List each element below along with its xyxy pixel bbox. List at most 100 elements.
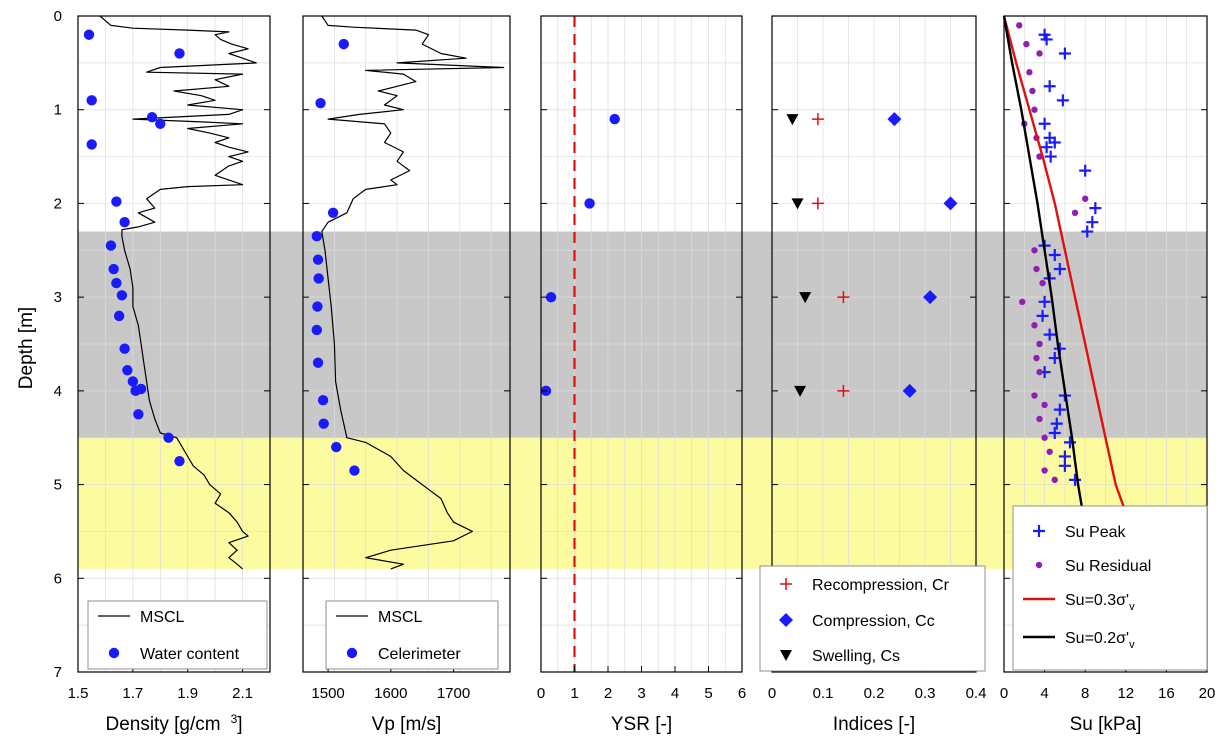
data-point <box>1041 434 1048 441</box>
data-point <box>86 139 97 150</box>
depth-tick-label: 0 <box>54 8 62 25</box>
data-point <box>113 310 125 322</box>
x-tick-label: 16 <box>1158 685 1175 702</box>
legend-marker <box>1033 525 1045 537</box>
data-point <box>318 418 329 429</box>
legend-box <box>325 600 499 670</box>
data-point <box>331 441 342 453</box>
depth-tick-label: 6 <box>54 570 62 587</box>
data-point <box>1036 50 1043 57</box>
data-point <box>146 112 158 123</box>
legend: Su Peak Su Residual Su=0.3σ'v Su=0.2σ'v <box>1012 505 1208 671</box>
x-tick-label: 2.1 <box>232 685 253 702</box>
data-point <box>799 292 812 304</box>
x-tick-label: 0 <box>1000 685 1008 702</box>
data-point <box>327 207 339 218</box>
data-point <box>1058 459 1071 472</box>
data-point <box>1053 263 1066 276</box>
legend-label: Su Residual <box>1065 558 1151 575</box>
stratigraphy-bands <box>78 231 1207 569</box>
plot-frame <box>302 15 511 673</box>
panel-4: 0 0.1 0.2 0.3 0.4 Indices [-] Recompression, C… <box>759 15 986 735</box>
depth-tick-label: 5 <box>54 477 62 494</box>
data-point <box>312 254 324 265</box>
data-point <box>311 231 322 242</box>
depth-tick-label: 7 <box>54 664 62 681</box>
series-line <box>321 15 505 570</box>
legend-marker <box>780 650 792 661</box>
data-point <box>105 240 117 251</box>
data-point <box>1031 247 1038 254</box>
legend-box <box>1012 505 1208 671</box>
legend-box <box>759 565 986 672</box>
data-point <box>811 113 824 126</box>
panel-1: 1.5 1.7 1.9 2.1 Density [g/cm 3] MSCL Water con… <box>68 15 271 735</box>
x-tick-label: 1.7 <box>122 685 143 702</box>
x-tick-label: 0 <box>537 685 545 702</box>
data-point <box>1071 209 1079 216</box>
data-point <box>1056 94 1069 107</box>
data-point <box>1039 279 1046 287</box>
data-point <box>1043 80 1056 93</box>
data-point <box>1051 476 1058 484</box>
data-point <box>887 112 902 127</box>
data-point <box>1036 309 1049 322</box>
panel-2: 1500 1600 1700 Vp [m/s] MSCL Celerimeter <box>302 15 511 735</box>
x-axis-label: Su [kPa] <box>1070 714 1142 735</box>
data-point <box>349 465 360 476</box>
data-point <box>163 432 174 443</box>
data-point <box>1031 106 1038 113</box>
x-axis-label-close: ] <box>237 714 242 735</box>
x-tick-label: 0.3 <box>915 685 936 702</box>
data-point <box>794 385 807 397</box>
data-point <box>1019 298 1026 306</box>
series-line <box>1002 15 1087 527</box>
depth-tick-label: 1 <box>54 102 62 119</box>
depth-profile-panels: 1.5 1.7 1.9 2.1 Density [g/cm 3] MSCL Water con… <box>68 15 1215 735</box>
data-point <box>1041 467 1048 474</box>
legend-marker <box>1035 561 1043 569</box>
data-point <box>943 196 958 211</box>
data-point <box>83 29 95 40</box>
data-point <box>111 277 122 289</box>
legend-marker <box>346 647 358 659</box>
data-point <box>174 48 185 59</box>
x-tick-label: 6 <box>738 685 746 702</box>
data-point <box>1048 427 1061 440</box>
data-point <box>312 301 323 312</box>
x-tick-label: 1700 <box>437 685 470 702</box>
data-point <box>1031 322 1038 329</box>
data-point <box>1081 225 1094 238</box>
depth-axis: Depth [m] 0 1 2 3 4 5 6 7 <box>16 8 62 681</box>
data-point <box>1038 295 1051 308</box>
data-point <box>338 38 349 50</box>
legend-label: MSCL <box>378 609 423 626</box>
legend-label: Water content <box>140 646 240 663</box>
legend-label: Swelling, Cs <box>812 648 900 665</box>
data-point <box>902 383 917 398</box>
data-point <box>135 383 147 395</box>
data-point <box>155 118 166 129</box>
data-point <box>1044 150 1057 163</box>
data-point <box>122 365 133 376</box>
data-point <box>1031 392 1038 399</box>
data-point <box>315 97 326 109</box>
data-point <box>1041 401 1048 409</box>
data-point <box>119 343 130 354</box>
x-tick-label: 1600 <box>374 685 407 702</box>
data-point <box>1023 40 1030 48</box>
x-tick-label: 1.5 <box>68 685 89 702</box>
data-point <box>86 95 97 106</box>
x-axis-label-superscript: 3 <box>231 712 238 726</box>
data-point <box>1079 164 1092 177</box>
data-point <box>127 376 139 387</box>
legend-label: MSCL <box>140 609 185 626</box>
grid <box>77 15 271 673</box>
data-point <box>1063 436 1076 449</box>
legend-marker <box>108 647 120 659</box>
x-tick-label: 0 <box>768 685 776 702</box>
data-point <box>111 196 122 207</box>
data-point <box>108 263 119 275</box>
legend-box <box>87 600 268 670</box>
data-point <box>1036 415 1043 423</box>
